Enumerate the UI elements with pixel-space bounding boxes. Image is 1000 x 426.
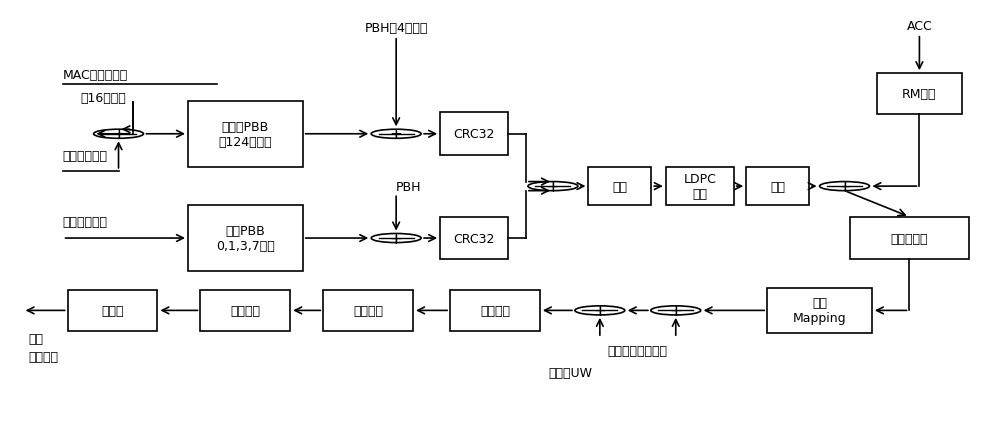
Text: 上变频: 上变频 [101,304,124,317]
Text: +: + [390,231,403,246]
Text: CRC32: CRC32 [453,232,495,245]
Bar [68,291,157,331]
Text: 交织: 交织 [770,180,785,193]
Bar [767,288,872,333]
Ellipse shape [528,182,578,191]
Bar [188,206,303,271]
Ellipse shape [371,130,421,139]
Text: RM编码: RM编码 [902,88,937,101]
Bar [200,291,290,331]
Bar [850,217,969,260]
Text: +: + [112,127,125,142]
Bar [450,291,540,331]
Bar [440,113,508,155]
Bar [666,167,734,206]
Text: CRC32: CRC32 [453,128,495,141]
Bar [323,291,413,331]
Text: ACC: ACC [907,20,932,33]
Ellipse shape [94,130,143,139]
Ellipse shape [371,234,421,243]
Text: 第一个PBB
（124字节）: 第一个PBB （124字节） [219,121,272,148]
Text: LDPC
编码: LDPC 编码 [683,173,716,201]
Text: 有效载荷数据: 有效载荷数据 [63,215,108,228]
Text: 映射
Mapping: 映射 Mapping [793,296,846,325]
Text: +: + [838,179,851,194]
Text: 成型滤波: 成型滤波 [480,304,510,317]
Text: 导频插入（可选）: 导频插入（可选） [608,345,668,357]
Ellipse shape [820,182,869,191]
Text: 功放放大: 功放放大 [230,304,260,317]
Text: 通讯链路: 通讯链路 [29,350,59,363]
Bar [877,74,962,114]
Bar [588,167,651,206]
Text: PBH（4字节）: PBH（4字节） [364,22,428,35]
Text: 有效载荷数据: 有效载荷数据 [63,150,108,163]
Text: 正交调制: 正交调制 [353,304,383,317]
Text: 同步头UW: 同步头UW [548,366,592,379]
Ellipse shape [575,306,625,315]
Bar [188,101,303,167]
Text: MAC帧控制数据: MAC帧控制数据 [63,69,128,81]
Text: PBH: PBH [395,181,421,194]
Text: 物理层成帧: 物理层成帧 [891,232,928,245]
Bar [746,167,809,206]
Text: +: + [593,303,606,318]
Text: （16字节）: （16字节） [81,92,126,105]
Text: 卫星: 卫星 [29,332,44,345]
Text: +: + [390,127,403,142]
Bar [440,217,508,260]
Text: 加扰: 加扰 [612,180,627,193]
Ellipse shape [651,306,701,315]
Text: +: + [547,179,559,194]
Text: 其余PBB
0,1,3,7可选: 其余PBB 0,1,3,7可选 [216,225,275,253]
Text: +: + [669,303,682,318]
